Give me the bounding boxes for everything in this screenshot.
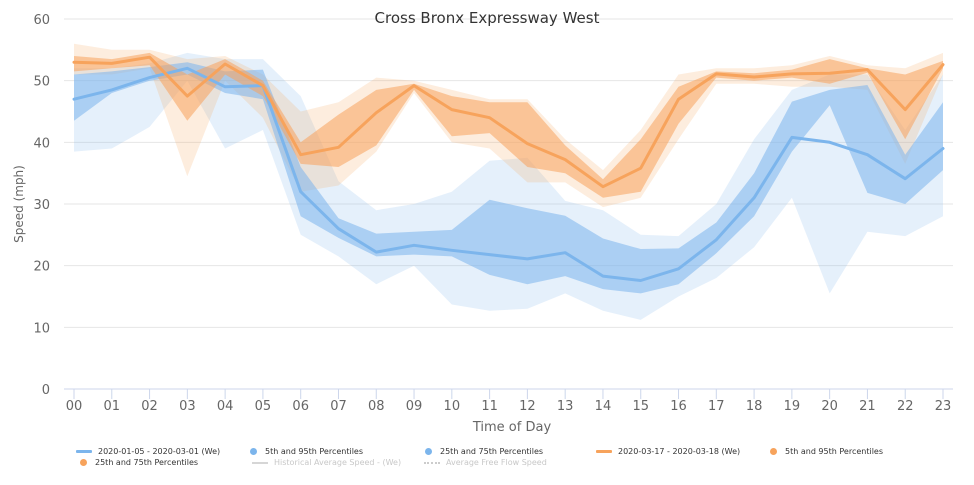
percentile-bands (74, 43, 943, 320)
legend-item-baseline[interactable]: 2020-01-05 - 2020-03-01 (We) (76, 447, 220, 456)
x-tick-label-00: 00 (66, 399, 83, 414)
legend-item-baseline-p5-p95[interactable]: 5th and 95th Percentiles (246, 447, 363, 456)
legend-label: 2020-03-17 - 2020-03-18 (We) (618, 447, 741, 456)
x-tick-label-10: 10 (444, 399, 461, 414)
y-axis: 0 10 20 30 40 50 60 (33, 13, 50, 398)
legend-item-baseline-p25-p75[interactable]: 25th and 75th Percentiles (421, 447, 543, 456)
x-tick-label-08: 08 (368, 399, 385, 414)
legend-row-1: 2020-01-05 - 2020-03-01 (We) 5th and 95t… (76, 447, 966, 458)
x-axis-label: Time of Day (472, 420, 552, 435)
x-tick-label-16: 16 (670, 399, 687, 414)
y-tick-label-50: 50 (33, 75, 50, 90)
legend-label: 5th and 95th Percentiles (265, 447, 363, 456)
x-tick-label-17: 17 (708, 399, 725, 414)
legend-label: 5th and 95th Percentiles (785, 447, 883, 456)
legend-label: 2020-01-05 - 2020-03-01 (We) (98, 447, 221, 456)
legend-item-comparison-p5-p95[interactable]: 5th and 95th Percentiles (766, 447, 883, 456)
x-tick-label-21: 21 (859, 399, 876, 414)
legend-item-historical-average[interactable]: Historical Average Speed - (We) (252, 458, 401, 467)
x-tick-label-22: 22 (897, 399, 914, 414)
x-tick-label-20: 20 (821, 399, 838, 414)
legend-line-icon (76, 450, 92, 453)
y-tick-label-10: 10 (33, 321, 50, 336)
legend-item-comparison-p25-p75[interactable]: 25th and 75th Percentiles (76, 458, 198, 467)
x-tick-label-12: 12 (519, 399, 536, 414)
x-tick-label-02: 02 (141, 399, 158, 414)
series-lines (72, 55, 945, 282)
x-tick-label-07: 07 (330, 399, 347, 414)
legend-label: 25th and 75th Percentiles (95, 458, 199, 467)
chart-legend: 2020-01-05 - 2020-03-01 (We) 5th and 95t… (76, 447, 966, 469)
legend-label: Average Free Flow Speed (446, 458, 547, 467)
chart-title: Cross Bronx Expressway West (375, 9, 600, 27)
legend-dot-icon (425, 448, 432, 455)
x-tick-label-15: 15 (632, 399, 649, 414)
x-tick-label-14: 14 (595, 399, 612, 414)
series-line-1 (72, 55, 945, 189)
band-p5-p95-series-0 (74, 52, 943, 320)
x-tick-label-13: 13 (557, 399, 574, 414)
legend-dot-icon (250, 448, 257, 455)
band-p25-p75-series-1 (74, 52, 943, 198)
x-tick-label-09: 09 (406, 399, 423, 414)
x-tick-label-06: 06 (292, 399, 309, 414)
x-tick-label-11: 11 (481, 399, 498, 414)
series-line-0 (72, 66, 945, 282)
x-tick-label-03: 03 (179, 399, 196, 414)
x-tick-label-04: 04 (217, 399, 234, 414)
legend-dot-icon (770, 448, 777, 455)
legend-dot-icon (80, 459, 87, 466)
y-axis-label: Speed (mph) (12, 165, 26, 243)
x-axis: 00 01 02 03 04 05 06 07 08 09 10 11 12 13 14 15 16 17 18 19… (66, 389, 952, 414)
y-tick-label-30: 30 (33, 198, 50, 213)
legend-line-icon (596, 450, 612, 453)
y-tick-label-60: 60 (33, 13, 50, 28)
y-tick-label-40: 40 (33, 136, 50, 151)
y-tick-label-0: 0 (42, 383, 50, 398)
legend-dotted-line-icon (424, 461, 440, 464)
legend-item-free-flow[interactable]: Average Free Flow Speed (424, 458, 547, 467)
x-tick-label-18: 18 (746, 399, 763, 414)
legend-line-icon (252, 461, 268, 464)
x-tick-label-19: 19 (784, 399, 801, 414)
band-p25-p75-series-0 (74, 62, 943, 294)
y-tick-label-20: 20 (33, 260, 50, 275)
legend-item-comparison[interactable]: 2020-03-17 - 2020-03-18 (We) (596, 447, 740, 456)
x-tick-label-05: 05 (255, 399, 272, 414)
legend-row-2: 25th and 75th Percentiles Historical Ave… (76, 458, 966, 469)
legend-label: 25th and 75th Percentiles (440, 447, 544, 456)
legend-label: Historical Average Speed - (We) (274, 458, 402, 467)
x-tick-label-01: 01 (104, 399, 121, 414)
x-tick-label-23: 23 (935, 399, 952, 414)
